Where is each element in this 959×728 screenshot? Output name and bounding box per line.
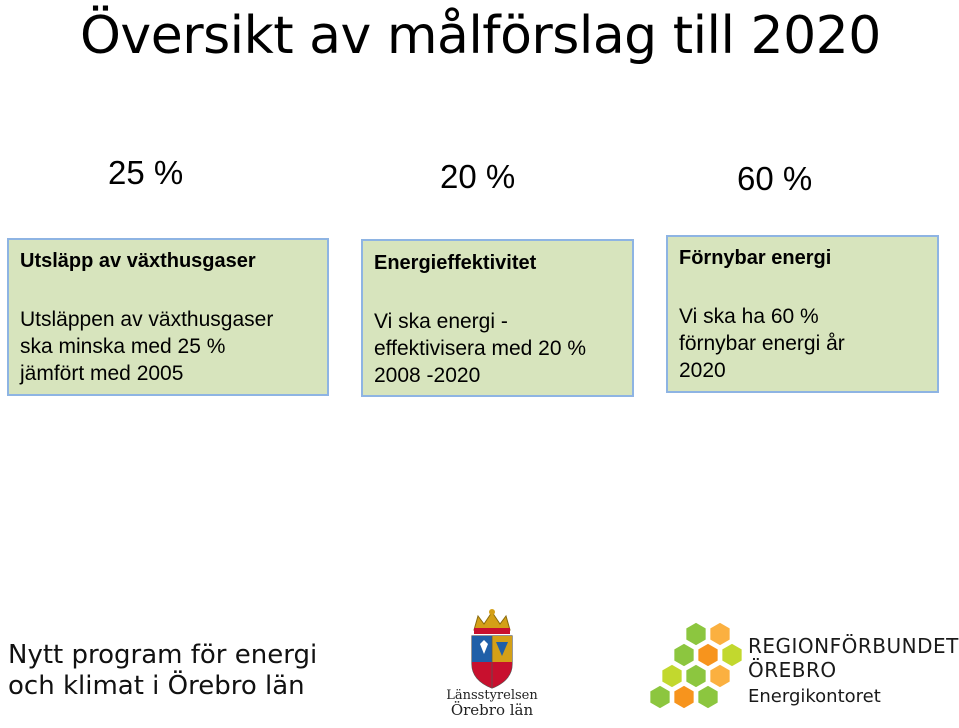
hexagon-shape xyxy=(672,684,696,710)
goal-percent-emissions: 25 % xyxy=(108,154,184,191)
goal-heading: Utsläpp av växthusgaser xyxy=(20,250,256,272)
goal-description: Vi ska energi - effektivisera med 20 % 2… xyxy=(374,308,586,389)
goal-line: Vi ska energi - xyxy=(374,310,508,333)
goal-heading: Energieffektivitet xyxy=(374,252,537,274)
hexagon-shape xyxy=(696,684,720,710)
goal-line: effektivisera med 20 % xyxy=(374,337,587,360)
goal-box-renewable: Förnybar energi Vi ska ha 60 % förnybar … xyxy=(666,235,939,393)
goal-line: 2008 -2020 xyxy=(374,364,481,387)
hexagon-shape xyxy=(708,663,732,689)
program-name: Nytt program för energi och klimat i Öre… xyxy=(8,640,317,702)
goal-heading: Förnybar energi xyxy=(679,247,832,269)
regionforbundet-line2: ÖREBRO xyxy=(748,658,837,682)
goal-box-emissions: Utsläpp av växthusgaser Utsläppen av väx… xyxy=(7,238,329,396)
regionforbundet-name: REGIONFÖRBUNDET ÖREBRO Energikontoret xyxy=(748,634,959,712)
goal-description: Utsläppen av växthusgaser ska minska med… xyxy=(20,306,273,387)
goal-line: Utsläppen av växthusgaser xyxy=(20,308,274,331)
hexagon-shape xyxy=(708,621,732,647)
goal-description: Vi ska ha 60 % förnybar energi år 2020 xyxy=(679,303,845,384)
goal-line: 2020 xyxy=(679,359,726,382)
hexagon-shape xyxy=(720,642,744,668)
hexagon-cluster-icon xyxy=(648,621,744,710)
hexagon-shape xyxy=(648,684,672,710)
regionforbundet-line1: REGIONFÖRBUNDET xyxy=(748,634,959,658)
program-line: Nytt program för energi xyxy=(8,640,318,670)
hexagon-shape xyxy=(696,642,720,668)
goal-line: Vi ska ha 60 % xyxy=(679,305,819,328)
goal-line: förnybar energi år xyxy=(679,332,845,355)
program-line: och klimat i Örebro län xyxy=(8,671,305,701)
hexagon-shape xyxy=(684,621,708,647)
hexagon-shape xyxy=(672,642,696,668)
regionforbundet-line3: Energikontoret xyxy=(748,686,881,707)
goal-percent-renewable: 60 % xyxy=(737,160,813,197)
goal-line: jämfört med 2005 xyxy=(20,362,184,385)
slide-title: Översikt av målförslag till 2020 xyxy=(80,6,881,66)
lansstyrelsen-name: Länsstyrelsen Örebro län xyxy=(446,688,538,718)
goal-line: ska minska med 25 % xyxy=(20,335,226,358)
lansstyrelsen-line1: Länsstyrelsen xyxy=(446,688,538,703)
hexagon-shape xyxy=(660,663,684,689)
goal-percent-efficiency: 20 % xyxy=(440,158,516,195)
lansstyrelsen-line2: Örebro län xyxy=(450,701,534,719)
goal-box-efficiency: Energieffektivitet Vi ska energi - effek… xyxy=(361,239,634,397)
hexagon-shape xyxy=(684,663,708,689)
coat-of-arms-icon xyxy=(471,609,513,689)
